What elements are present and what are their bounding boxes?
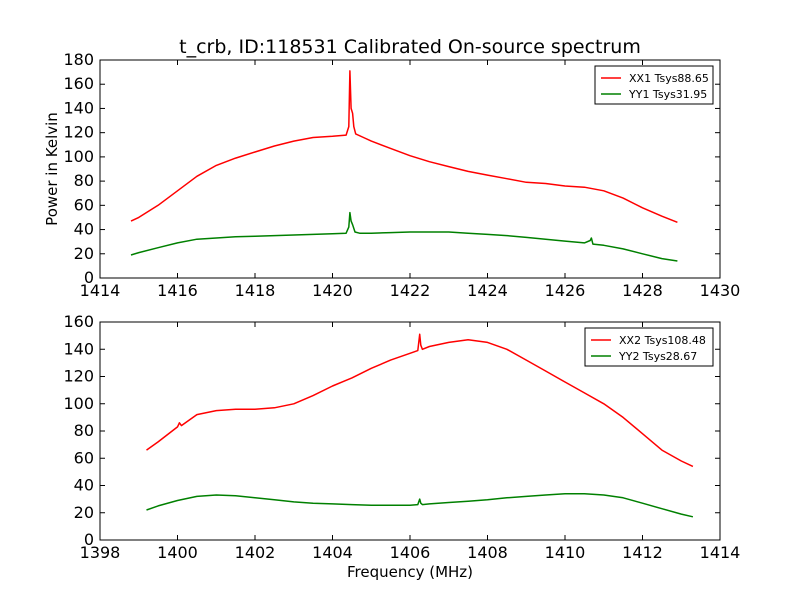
y-tick-label: 60 bbox=[74, 195, 94, 214]
x-tick-label: 1406 bbox=[390, 543, 431, 562]
y-tick-label: 20 bbox=[74, 244, 94, 263]
y-tick-label: 160 bbox=[63, 312, 94, 331]
y-tick-label: 40 bbox=[74, 220, 94, 239]
legend-entry: YY2 Tsys28.67 bbox=[618, 350, 697, 363]
chart-title: t_crb, ID:118531 Calibrated On-source sp… bbox=[179, 36, 641, 58]
x-tick-label: 1400 bbox=[157, 543, 198, 562]
x-tick-label: 1408 bbox=[467, 543, 508, 562]
y-tick-label: 100 bbox=[63, 394, 94, 413]
x-tick-label: 1398 bbox=[80, 543, 121, 562]
series-line-1-1 bbox=[130, 70, 678, 223]
x-tick-label: 1414 bbox=[80, 281, 121, 300]
chart-panel-1: 1414 1416 1418 1420 1422 1424 1426 1428 1430 0 20 4… bbox=[43, 36, 740, 300]
x-tick-label: 1404 bbox=[312, 543, 353, 562]
y-tick-label: 40 bbox=[74, 476, 94, 495]
series-line-2-1 bbox=[146, 333, 694, 468]
legend-box bbox=[594, 65, 714, 105]
x-tick-label: 1414 bbox=[700, 543, 741, 562]
chart-panel-2: 1398 1400 1402 1404 1406 1408 1410 1412 1414 0 20 4… bbox=[63, 312, 740, 581]
y-tick-label: 60 bbox=[74, 448, 94, 467]
x-tick-label: 1420 bbox=[312, 281, 353, 300]
x-tick-label: 1416 bbox=[157, 281, 198, 300]
y-tick-label: 160 bbox=[63, 74, 94, 93]
y-tick-label: 80 bbox=[74, 421, 94, 440]
y-tick-label: 140 bbox=[63, 339, 94, 358]
y-tick-label: 0 bbox=[84, 530, 94, 549]
y-tick-label: 100 bbox=[63, 147, 94, 166]
legend-entry: YY1 Tsys31.95 bbox=[628, 88, 707, 101]
x-tick-label: 1428 bbox=[622, 281, 663, 300]
y-tick-label: 180 bbox=[63, 50, 94, 69]
x-tick-label: 1430 bbox=[700, 281, 741, 300]
legend: XX2 Tsys108.48 YY2 Tsys28.67 bbox=[584, 327, 714, 367]
y-tick-label: 140 bbox=[63, 98, 94, 117]
y-tick-label: 120 bbox=[63, 123, 94, 142]
x-tick-label: 1422 bbox=[390, 281, 431, 300]
legend-entry: XX1 Tsys88.65 bbox=[629, 72, 709, 85]
y-tick-label: 120 bbox=[63, 367, 94, 386]
series-line-2-2 bbox=[146, 492, 694, 518]
y-tick-label: 20 bbox=[74, 503, 94, 522]
y-tick-label: 0 bbox=[84, 268, 94, 287]
y-axis-label: Power in Kelvin bbox=[43, 112, 61, 226]
legend-box bbox=[584, 327, 714, 367]
legend: XX1 Tsys88.65 YY1 Tsys31.95 bbox=[594, 65, 714, 105]
series-line-1-2 bbox=[130, 211, 678, 262]
x-tick-label: 1410 bbox=[545, 543, 586, 562]
x-tick-label: 1418 bbox=[235, 281, 276, 300]
x-tick-label: 1412 bbox=[622, 543, 663, 562]
y-tick-label: 80 bbox=[74, 171, 94, 190]
x-axis-label: Frequency (MHz) bbox=[347, 563, 473, 581]
legend-entry: XX2 Tsys108.48 bbox=[619, 334, 706, 347]
x-tick-label: 1426 bbox=[545, 281, 586, 300]
x-tick-label: 1402 bbox=[235, 543, 276, 562]
x-tick-label: 1424 bbox=[467, 281, 508, 300]
